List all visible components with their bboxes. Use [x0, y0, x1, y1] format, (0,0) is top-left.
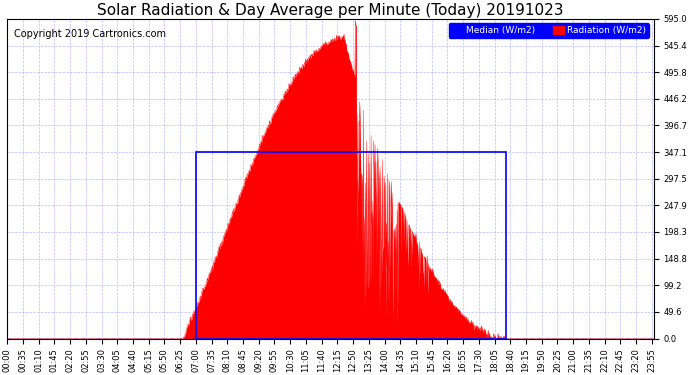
Title: Solar Radiation & Day Average per Minute (Today) 20191023: Solar Radiation & Day Average per Minute… — [97, 3, 564, 18]
Legend: Median (W/m2), Radiation (W/m2): Median (W/m2), Radiation (W/m2) — [448, 24, 649, 38]
Bar — [196, 152, 506, 339]
Text: Copyright 2019 Cartronics.com: Copyright 2019 Cartronics.com — [14, 28, 166, 39]
